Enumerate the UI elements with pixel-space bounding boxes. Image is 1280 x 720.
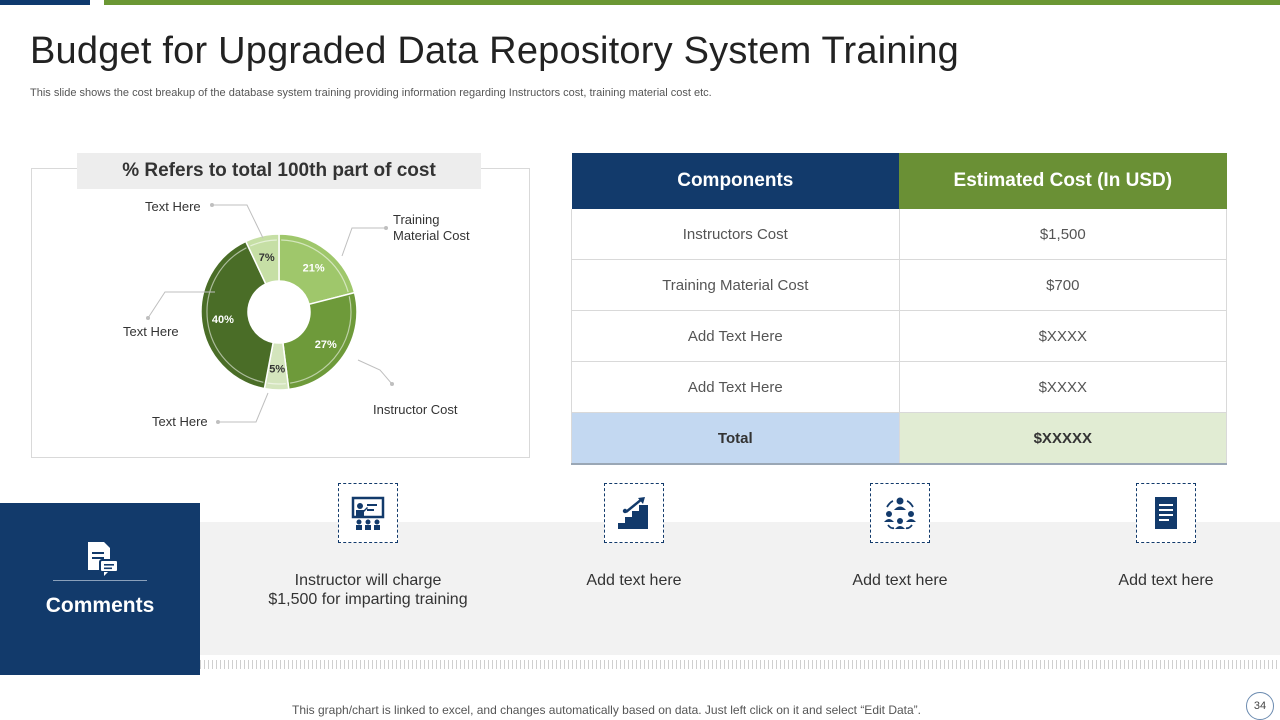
comment-text-instructor: Instructor will charge $1,500 for impart… xyxy=(268,572,468,608)
cost-table: Components Estimated Cost (In USD) Instr… xyxy=(571,153,1228,465)
table-cell-cost: $XXXX xyxy=(898,361,1228,413)
table-row: Add Text Here $XXXX xyxy=(571,361,1228,413)
header-estimated-cost: Estimated Cost (In USD) xyxy=(899,153,1227,209)
total-label: Total xyxy=(571,412,900,465)
comments-document-icon xyxy=(88,542,119,576)
pie-category-label: Instructor Cost xyxy=(373,402,458,417)
leader-line xyxy=(341,227,386,257)
leader-line xyxy=(212,204,264,239)
pie-category-label: Text Here xyxy=(123,324,179,339)
pie-slice-ring xyxy=(267,382,286,385)
table-cell-component: Instructors Cost xyxy=(571,209,900,260)
pie-value-label: 21% xyxy=(303,262,325,274)
team-icon-box xyxy=(870,483,930,543)
pie-value-label: 5% xyxy=(269,363,285,375)
comments-divider xyxy=(53,580,147,581)
comment-text-4: Add text here xyxy=(1118,572,1214,589)
pie-slice-ring xyxy=(206,247,264,383)
comment-text-2: Add text here xyxy=(586,572,682,589)
pie-category-label: Training Material Cost xyxy=(393,212,470,243)
pie-slice-ring xyxy=(250,239,277,247)
table-total-row: Total $XXXXX xyxy=(571,412,1228,465)
table-cell-cost: $1,500 xyxy=(898,209,1228,260)
chart-title: % Refers to total 100th part of cost xyxy=(77,153,481,189)
table-cell-component: Add Text Here xyxy=(571,310,900,362)
table-cell-component: Add Text Here xyxy=(571,361,900,413)
table-cell-cost: $700 xyxy=(898,259,1228,311)
document-icon-box xyxy=(1136,483,1196,543)
table-header-row: Components Estimated Cost (In USD) xyxy=(571,153,1227,209)
pie-slice-ring xyxy=(290,296,352,384)
leader-line xyxy=(218,392,269,423)
leader-dot xyxy=(390,382,394,386)
leader-line xyxy=(357,359,393,385)
pie-slice[interactable] xyxy=(278,233,356,306)
stairs-growth-icon xyxy=(618,497,648,529)
pie-value-label: 7% xyxy=(259,252,275,264)
total-value: $XXXXX xyxy=(898,412,1228,465)
presentation-icon xyxy=(351,496,385,530)
leader-dot xyxy=(210,203,214,207)
footer-note: This graph/chart is linked to excel, and… xyxy=(292,703,921,717)
header-components: Components xyxy=(571,153,900,209)
comment-text-3: Add text here xyxy=(852,572,948,589)
slide-subtitle: This slide shows the cost breakup of the… xyxy=(30,87,712,99)
page-number: 34 xyxy=(1246,692,1274,720)
comments-label: Comments xyxy=(45,594,155,617)
pie-category-label: Text Here xyxy=(145,199,201,214)
team-network-icon xyxy=(884,497,916,530)
leader-dot xyxy=(384,226,388,230)
pie-slice-ring xyxy=(281,239,349,293)
table-cell-cost: $XXXX xyxy=(898,310,1228,362)
leader-line xyxy=(147,291,215,319)
presentation-icon-box xyxy=(338,483,398,543)
table-row: Training Material Cost $700 xyxy=(571,259,1228,311)
top-accent-bar-green xyxy=(104,0,1280,5)
leader-dot xyxy=(146,316,150,320)
pie-value-label: 40% xyxy=(212,314,234,326)
stairs-icon-box xyxy=(604,483,664,543)
table-row: Add Text Here $XXXX xyxy=(571,310,1228,362)
table-row: Instructors Cost $1,500 xyxy=(571,209,1228,260)
table-cell-component: Training Material Cost xyxy=(571,259,900,311)
pie-slice[interactable] xyxy=(244,233,280,285)
top-accent-bar-blue xyxy=(0,0,90,5)
pie-category-label: Text Here xyxy=(152,414,208,429)
comments-band xyxy=(200,522,1280,655)
slide-title: Budget for Upgraded Data Repository Syst… xyxy=(30,30,960,72)
donut-chart[interactable]: 21% Training Material Cost 27% Instructor Co… xyxy=(0,0,560,470)
hatch-divider xyxy=(200,660,1280,669)
comments-panel xyxy=(0,503,200,675)
document-icon xyxy=(1155,497,1177,529)
leader-dot xyxy=(216,420,220,424)
pie-slice[interactable] xyxy=(282,291,358,391)
pie-value-label: 27% xyxy=(315,339,337,351)
